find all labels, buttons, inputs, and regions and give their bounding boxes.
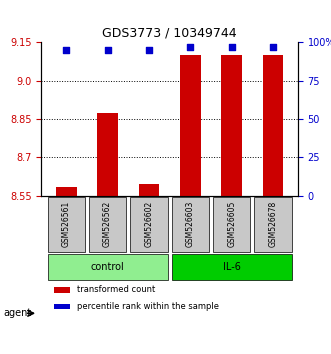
Bar — [54, 287, 70, 293]
Point — [146, 47, 152, 53]
Bar — [221, 55, 242, 195]
Point — [229, 44, 234, 50]
Bar — [97, 113, 118, 195]
Bar — [56, 187, 76, 195]
Title: GDS3773 / 10349744: GDS3773 / 10349744 — [102, 27, 237, 40]
Text: GSM526678: GSM526678 — [268, 201, 278, 247]
FancyBboxPatch shape — [255, 197, 292, 252]
Point — [105, 47, 110, 53]
FancyBboxPatch shape — [48, 197, 85, 252]
FancyBboxPatch shape — [130, 197, 167, 252]
Text: control: control — [91, 262, 124, 272]
Point — [188, 44, 193, 50]
Point — [270, 44, 276, 50]
Text: GSM526561: GSM526561 — [62, 201, 71, 247]
FancyBboxPatch shape — [48, 254, 167, 280]
Text: GSM526602: GSM526602 — [144, 201, 154, 247]
Text: GSM526603: GSM526603 — [186, 201, 195, 247]
FancyBboxPatch shape — [172, 197, 209, 252]
Bar — [54, 304, 70, 309]
Text: GSM526562: GSM526562 — [103, 201, 112, 247]
Bar — [139, 184, 159, 195]
Text: percentile rank within the sample: percentile rank within the sample — [77, 302, 219, 311]
Text: GSM526605: GSM526605 — [227, 201, 236, 247]
Text: transformed count: transformed count — [77, 285, 156, 295]
Bar — [180, 55, 201, 195]
Text: agent: agent — [3, 308, 31, 318]
FancyBboxPatch shape — [213, 197, 250, 252]
FancyBboxPatch shape — [172, 254, 292, 280]
Point — [64, 47, 69, 53]
Text: IL-6: IL-6 — [223, 262, 241, 272]
FancyBboxPatch shape — [89, 197, 126, 252]
Bar — [263, 55, 283, 195]
